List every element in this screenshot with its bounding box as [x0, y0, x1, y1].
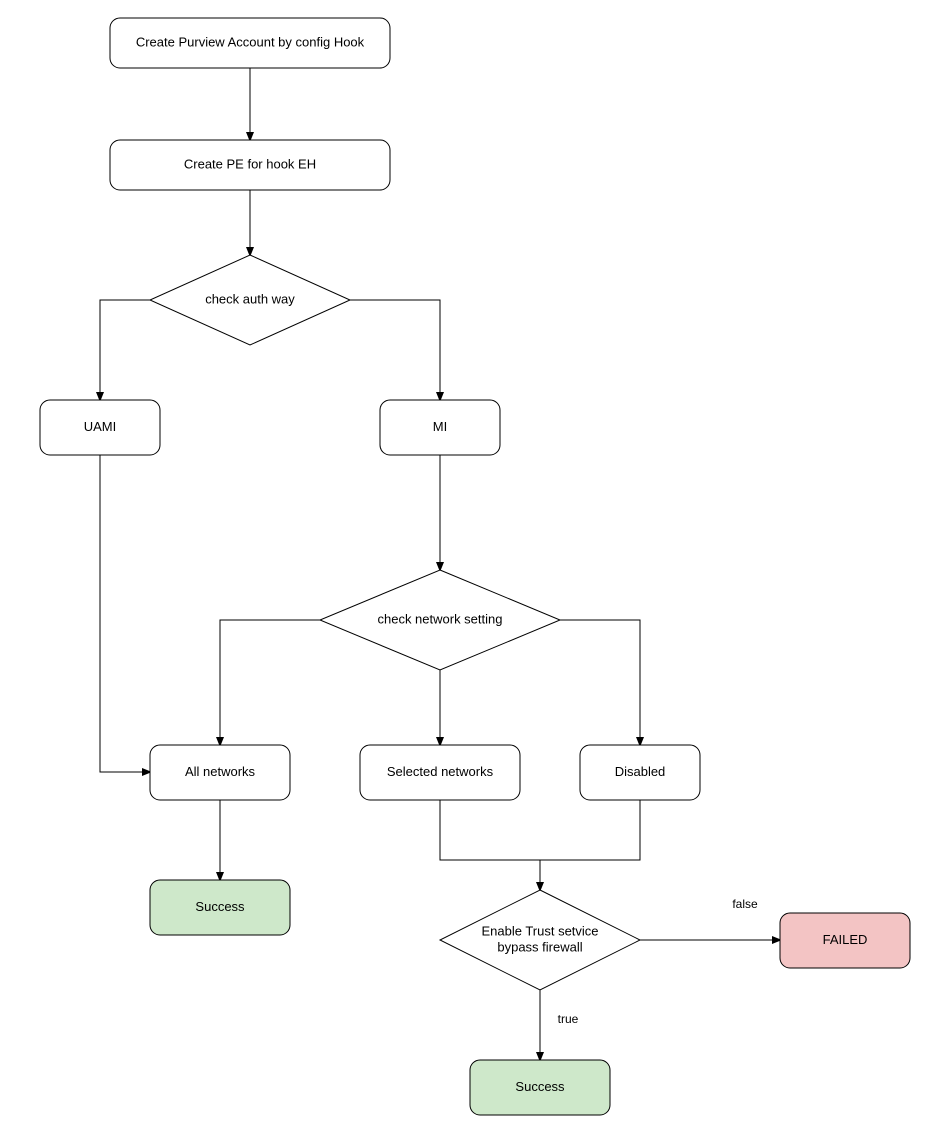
edge-label: true — [558, 1012, 579, 1026]
edge-n3-n5 — [350, 300, 440, 400]
edge-label: false — [732, 897, 758, 911]
edge-n6-n9 — [560, 620, 640, 745]
edge-n8-n11 — [440, 800, 540, 890]
node-label: UAMI — [84, 419, 117, 434]
node-label: check auth way — [205, 291, 295, 306]
node-n11: Enable Trust setvicebypass firewall — [440, 890, 640, 990]
node-n9: Disabled — [580, 745, 700, 800]
node-n10: Success — [150, 880, 290, 935]
node-label: Create PE for hook EH — [184, 156, 316, 171]
node-label: check network setting — [377, 611, 502, 626]
node-n3: check auth way — [150, 255, 350, 345]
edge-n9-n11 — [540, 800, 640, 860]
node-label: FAILED — [823, 932, 868, 947]
node-label: Success — [515, 1079, 565, 1094]
node-n13: Success — [470, 1060, 610, 1115]
node-n1: Create Purview Account by config Hook — [110, 18, 390, 68]
node-label: Disabled — [615, 764, 666, 779]
node-label: bypass firewall — [497, 939, 582, 954]
edge-n6-n7 — [220, 620, 320, 745]
edge-n3-n4 — [100, 300, 150, 400]
node-label: Success — [195, 899, 245, 914]
node-n7: All networks — [150, 745, 290, 800]
node-n5: MI — [380, 400, 500, 455]
edge-n4-n7 — [100, 455, 150, 772]
node-label: Selected networks — [387, 764, 494, 779]
node-n6: check network setting — [320, 570, 560, 670]
node-label: Create Purview Account by config Hook — [136, 34, 365, 49]
node-n2: Create PE for hook EH — [110, 140, 390, 190]
flowchart-canvas: false true Create Purview Account by conf… — [0, 0, 944, 1140]
node-n8: Selected networks — [360, 745, 520, 800]
node-label: Enable Trust setvice — [481, 923, 598, 938]
node-label: All networks — [185, 764, 256, 779]
node-label: MI — [433, 419, 447, 434]
node-n12: FAILED — [780, 913, 910, 968]
node-n4: UAMI — [40, 400, 160, 455]
